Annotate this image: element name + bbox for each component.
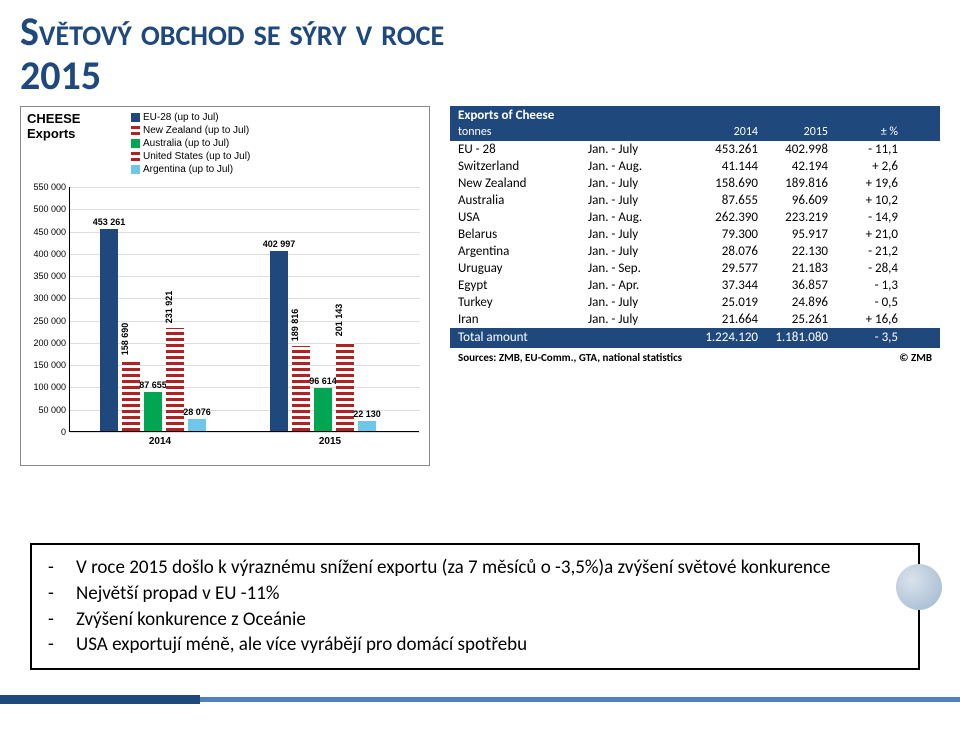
table-total: Total amount 1.224.120 1.181.080 - 3,5 xyxy=(450,328,940,347)
bar xyxy=(292,346,310,431)
bar xyxy=(100,229,118,431)
bar xyxy=(358,421,376,431)
table-row: IranJan. - July21.66425.261+ 16,6 xyxy=(450,311,940,328)
table-row: AustraliaJan. - July87.65596.609+ 10,2 xyxy=(450,192,940,209)
table-row: UruguayJan. - Sep.29.57721.183- 28,4 xyxy=(450,260,940,277)
table-row: EU - 28Jan. - July453.261402.998- 11,1 xyxy=(450,141,940,158)
exports-table: Exports of Cheese tonnes 2014 2015 ± % E… xyxy=(450,106,940,466)
bullet-item: -Zvýšení konkurence z Oceánie xyxy=(48,607,902,633)
table-columns: tonnes 2014 2015 ± % xyxy=(450,125,940,141)
chart-legend: EU-28 (up to Jul)New Zealand (up to Jul)… xyxy=(131,111,250,176)
table-row: New ZealandJan. - July158.690189.816+ 19… xyxy=(450,175,940,192)
bar xyxy=(314,388,332,431)
table-row: EgyptJan. - Apr.37.34436.857- 1,3 xyxy=(450,277,940,294)
table-row: ArgentinaJan. - July28.07622.130- 21,2 xyxy=(450,243,940,260)
bar xyxy=(144,392,162,431)
legend-item: United States (up to Jul) xyxy=(131,150,250,163)
chart-plot: 050 000100 000150 000200 000250 000300 0… xyxy=(69,187,419,432)
chart-title: CHEESE Exports xyxy=(27,111,80,141)
title-line1: Světový obchod se sýry v roce xyxy=(20,7,444,56)
table-header: Exports of Cheese xyxy=(450,106,940,125)
page-title: Světový obchod se sýry v roce 2015 xyxy=(0,0,960,98)
table-row: BelarusJan. - July79.30095.917+ 21,0 xyxy=(450,226,940,243)
footer-line xyxy=(0,697,960,702)
table-row: USAJan. - Aug.262.390223.219- 14,9 xyxy=(450,209,940,226)
table-row: SwitzerlandJan. - Aug.41.14442.194+ 2,6 xyxy=(450,158,940,175)
content-row: CHEESE Exports EU-28 (up to Jul)New Zeal… xyxy=(0,98,960,466)
legend-item: Australia (up to Jul) xyxy=(131,137,250,150)
summary-bullets: -V roce 2015 došlo k výraznému snížení e… xyxy=(30,543,920,670)
table-row: TurkeyJan. - July25.01924.896- 0,5 xyxy=(450,294,940,311)
bar xyxy=(270,251,288,431)
bullet-item: -USA exportují méně, ale více vyrábějí p… xyxy=(48,632,902,658)
bar xyxy=(188,419,206,432)
table-source: Sources: ZMB, EU-Comm., GTA, national st… xyxy=(450,347,940,367)
bar xyxy=(122,360,140,431)
cheese-exports-chart: CHEESE Exports EU-28 (up to Jul)New Zeal… xyxy=(20,106,430,466)
legend-item: New Zealand (up to Jul) xyxy=(131,124,250,137)
legend-item: EU-28 (up to Jul) xyxy=(131,111,250,124)
decorative-circle xyxy=(896,564,942,610)
title-line2: 2015 xyxy=(20,51,101,100)
bullet-item: -Největší propad v EU -11% xyxy=(48,581,902,607)
bullet-item: -V roce 2015 došlo k výraznému snížení e… xyxy=(48,555,902,581)
legend-item: Argentina (up to Jul) xyxy=(131,163,250,176)
